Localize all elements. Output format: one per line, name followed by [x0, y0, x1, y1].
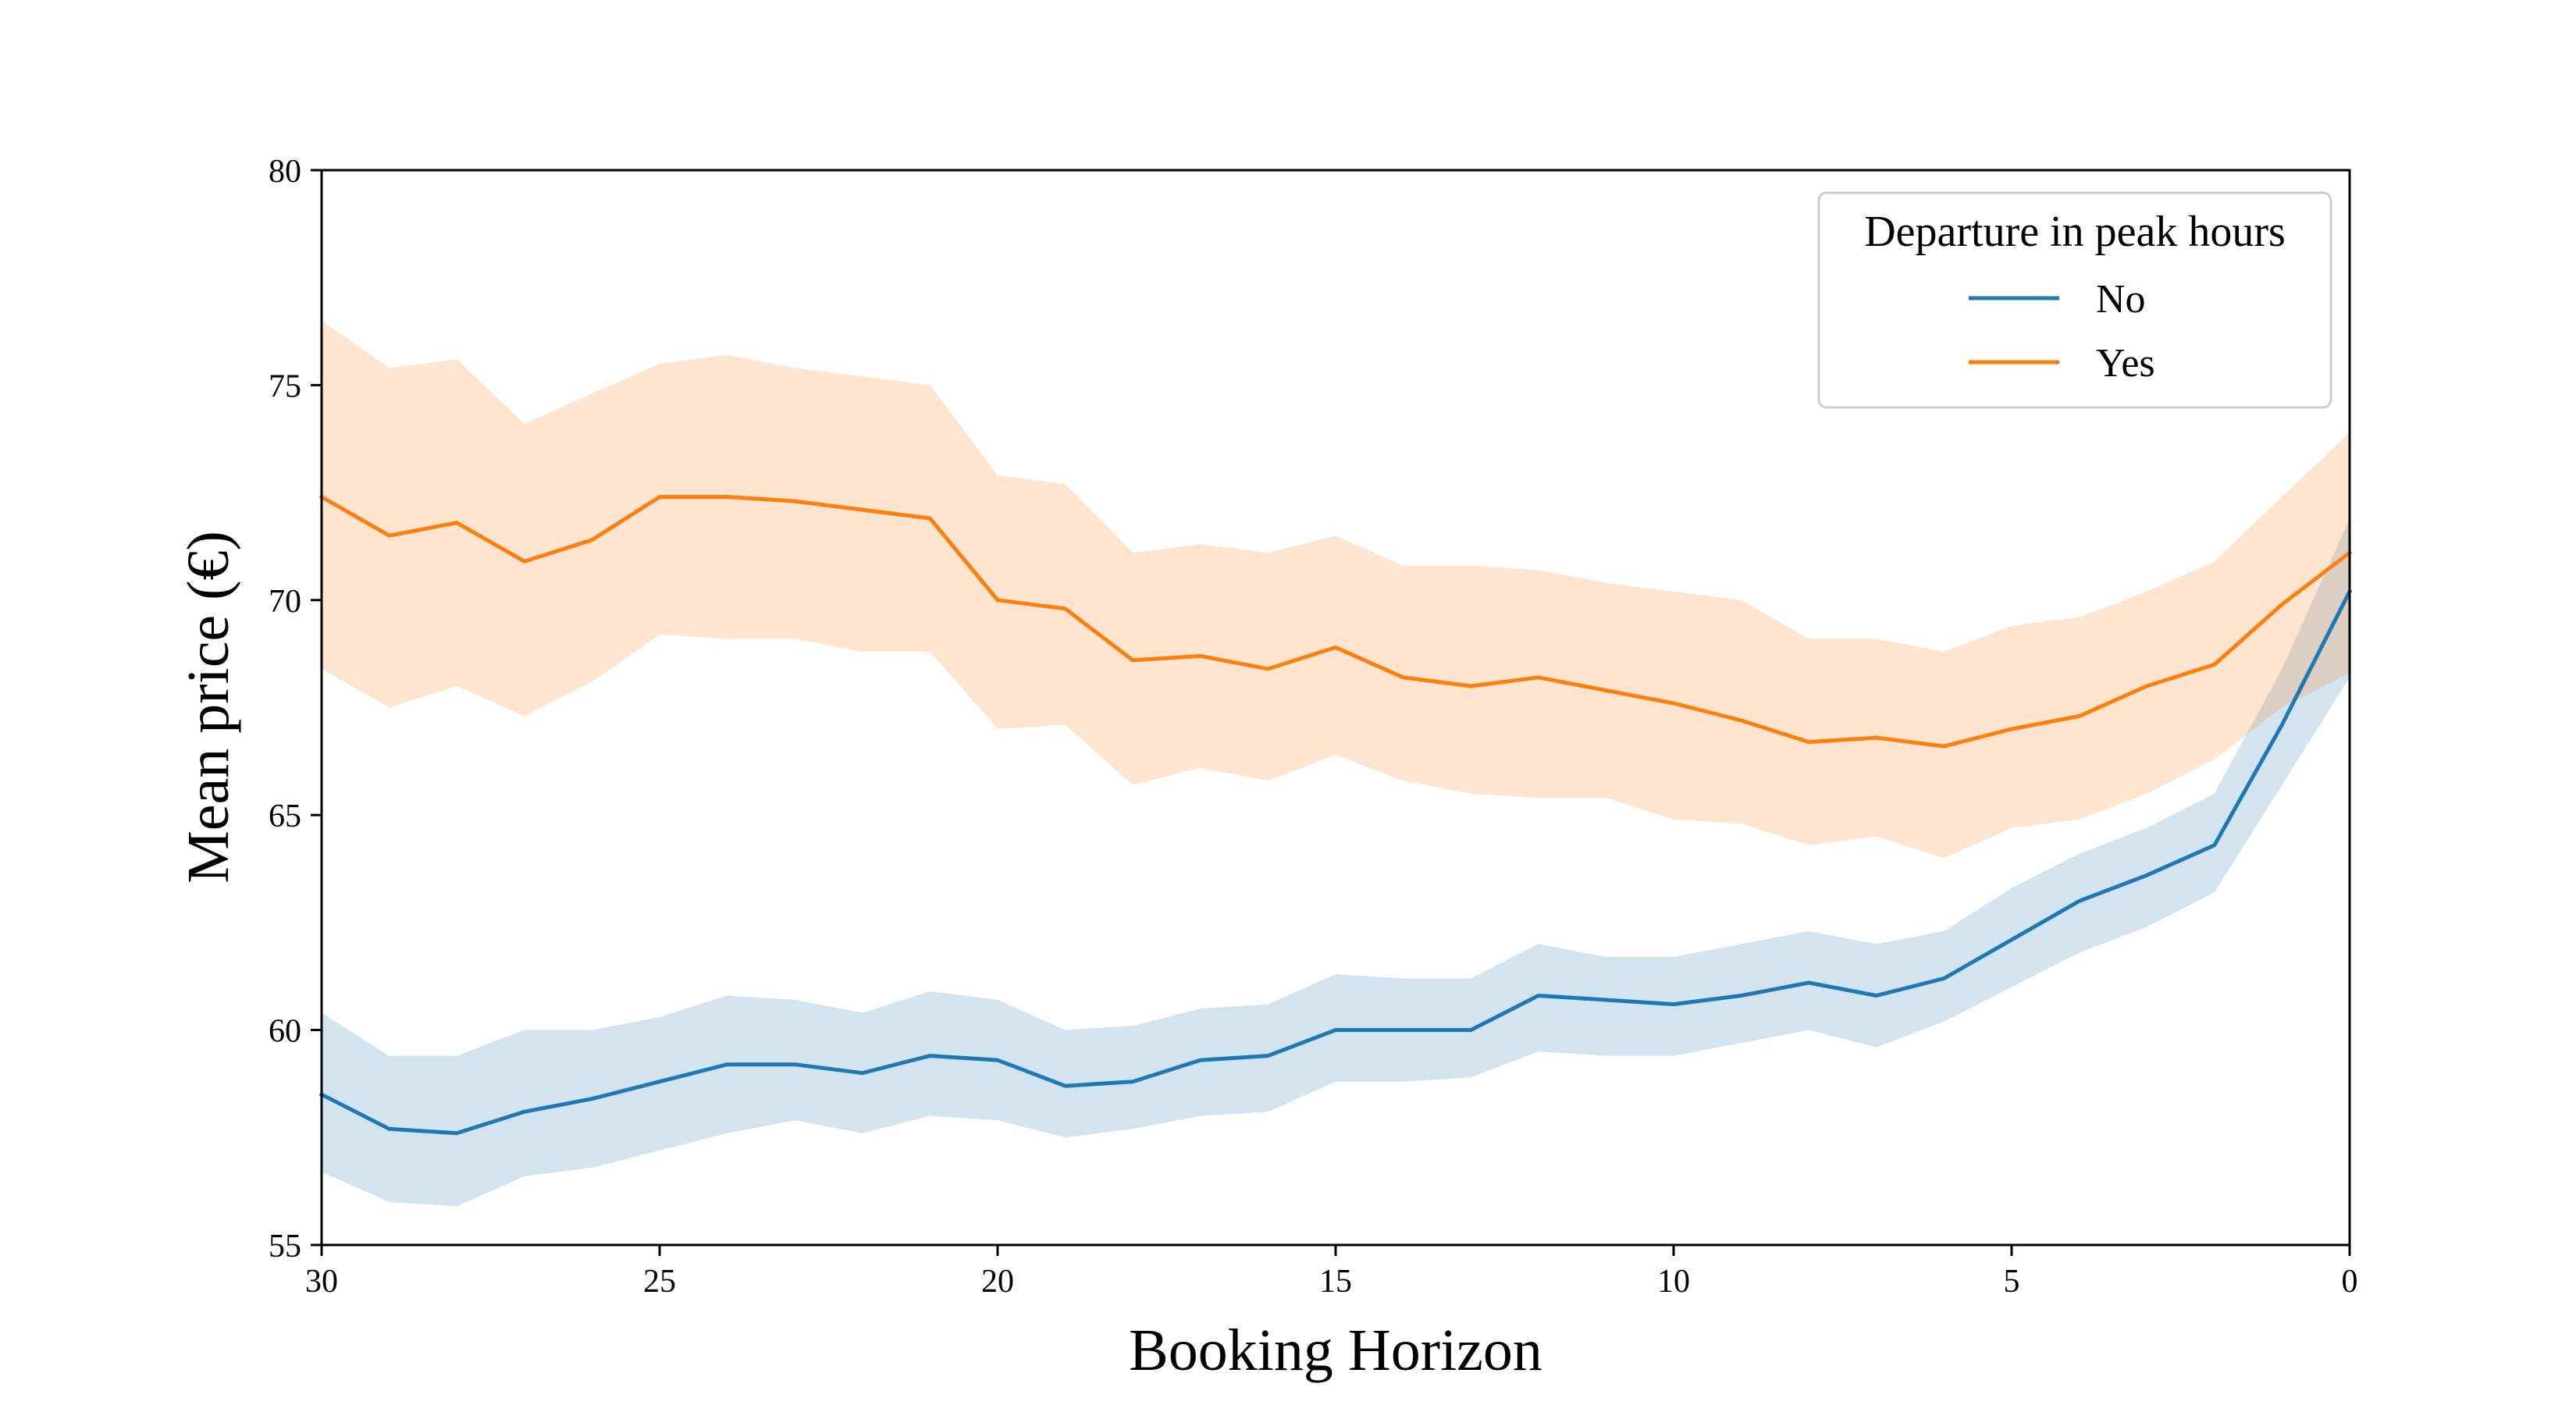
y-tick-label: 55: [269, 1229, 301, 1264]
confidence-bands: [322, 320, 2350, 1207]
series-line-no: [318, 589, 2353, 1136]
y-tick-label: 75: [269, 368, 301, 404]
y-tick-label: 65: [269, 799, 301, 834]
y-tick-label: 60: [269, 1014, 301, 1050]
legend-items: No Yes: [1969, 277, 2155, 386]
x-tick-label: 10: [1657, 1264, 1690, 1300]
x-tick-label: 15: [1319, 1264, 1352, 1300]
legend: Departure in peak hours No Yes: [1817, 191, 2332, 409]
legend-label-no: No: [2096, 277, 2146, 322]
x-axis: 30 25 20 15 10 5 0: [305, 1245, 2358, 1300]
x-tick-label: 20: [981, 1264, 1014, 1300]
confidence-band-no: [322, 518, 2350, 1207]
legend-title: Departure in peak hours: [1864, 208, 2286, 256]
x-tick-label: 5: [2004, 1264, 2020, 1300]
confidence-band-yes: [322, 320, 2350, 859]
y-tick-label: 80: [269, 154, 301, 190]
y-axis: 55 60 65 70 75 80: [269, 154, 322, 1264]
x-tick-label: 30: [305, 1264, 338, 1300]
x-axis-title: Booking Horizon: [1129, 1318, 1542, 1383]
y-tick-label: 70: [269, 584, 301, 620]
x-tick-label: 25: [643, 1264, 676, 1300]
legend-box: [1817, 191, 2332, 409]
x-tick-label: 0: [2342, 1264, 2358, 1300]
legend-label-yes: Yes: [2096, 341, 2155, 386]
series-lines: [318, 494, 2353, 1136]
series-line-yes: [318, 494, 2353, 749]
y-axis-title: Mean price (€): [176, 531, 241, 884]
